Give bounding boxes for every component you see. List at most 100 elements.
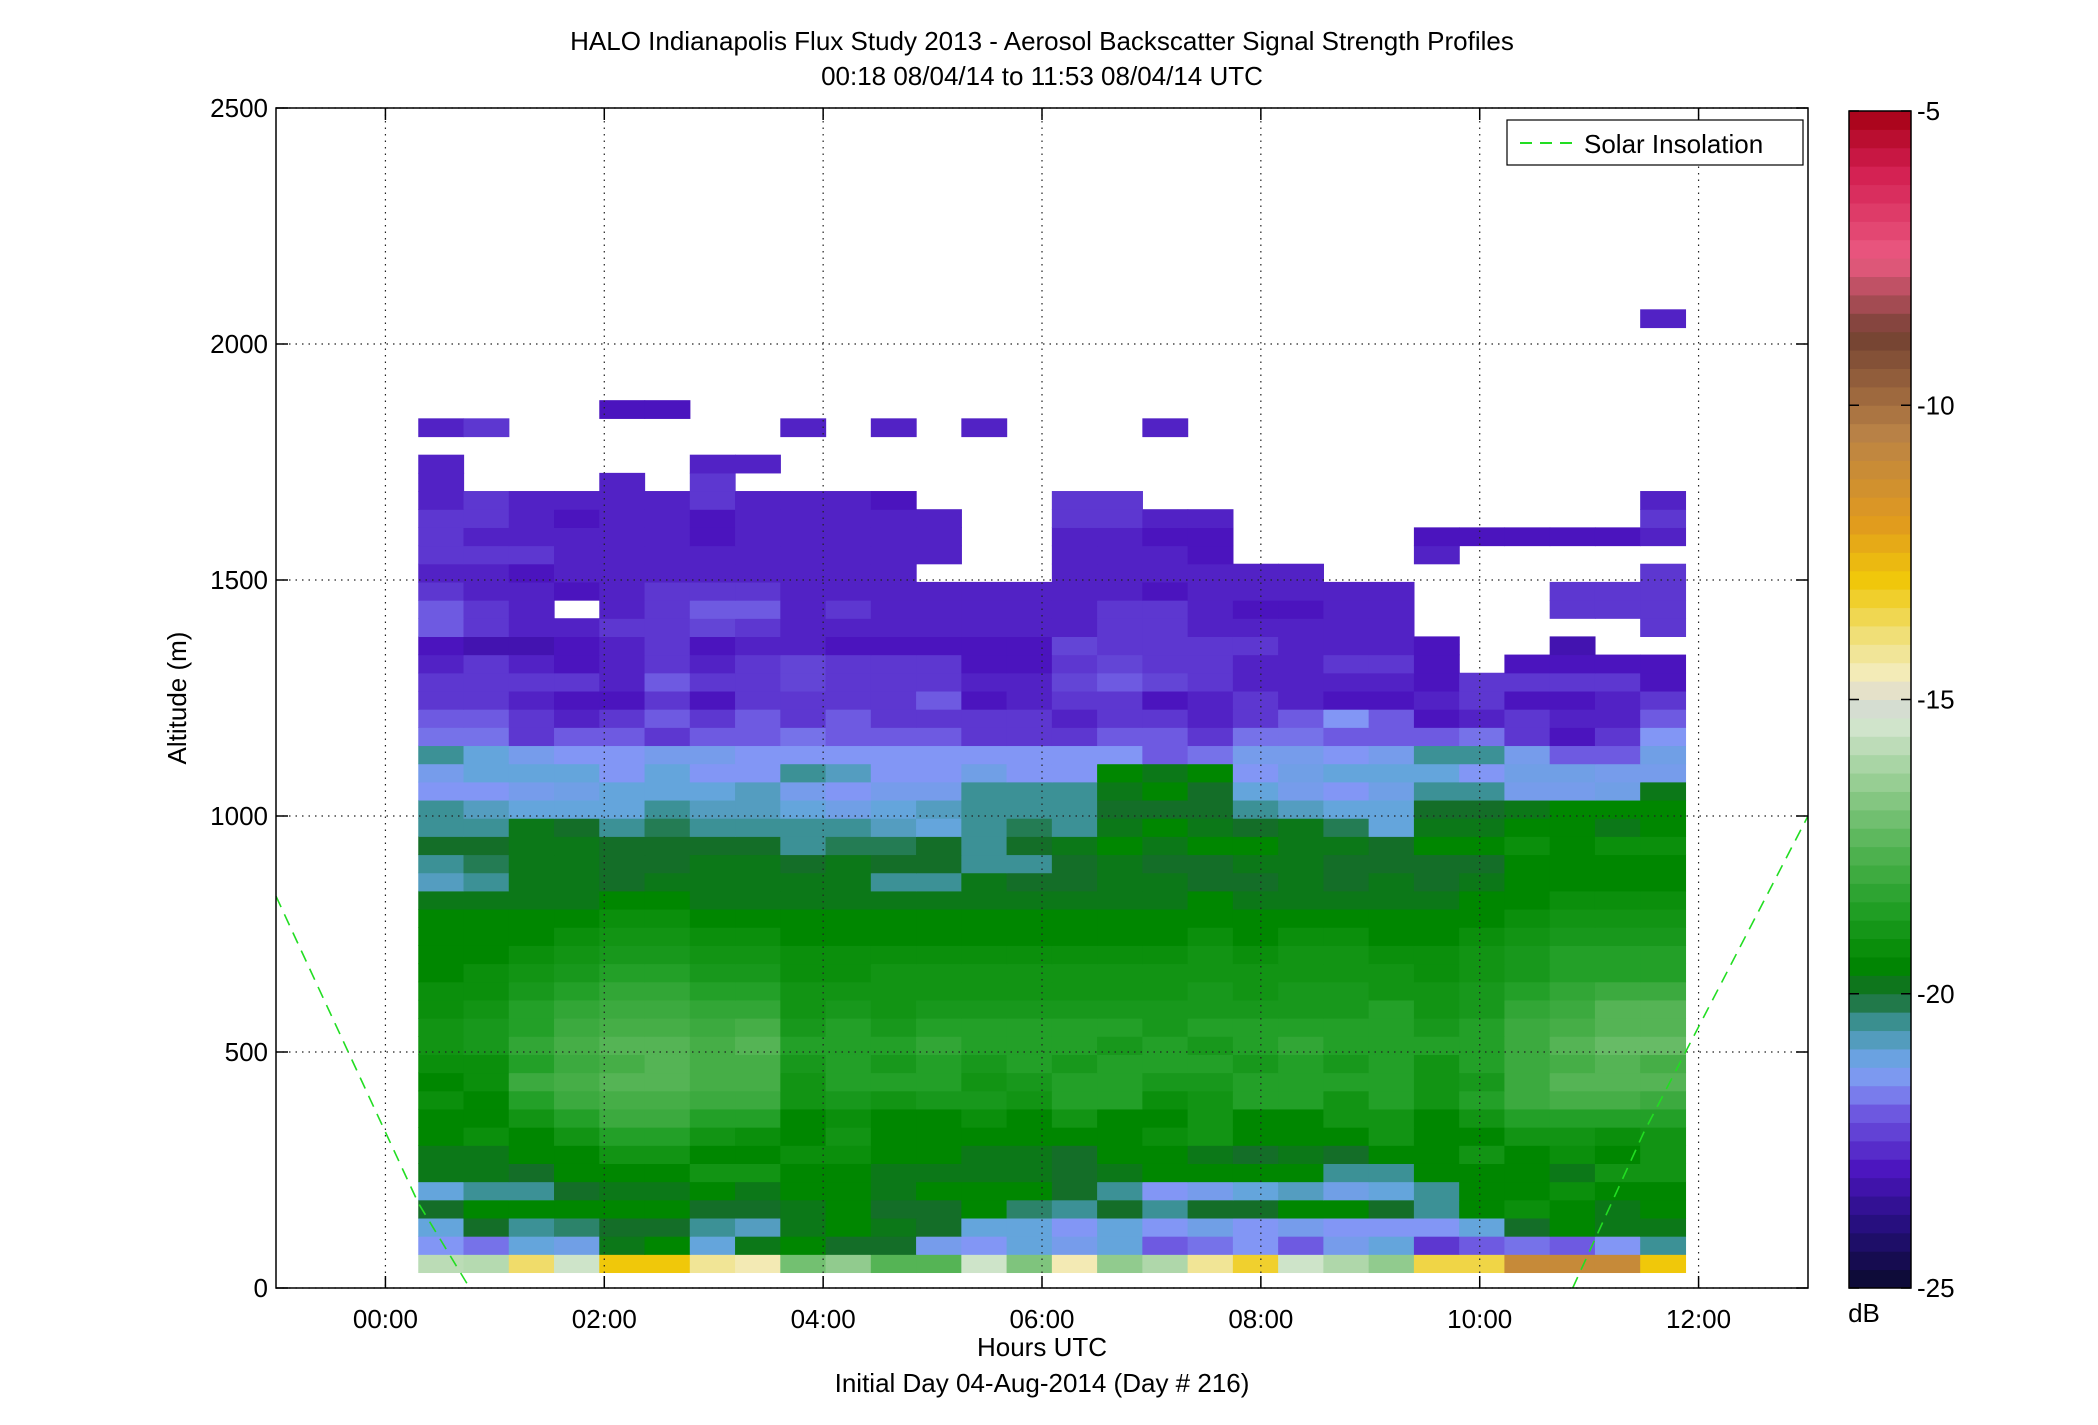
heatmap-cell bbox=[644, 400, 691, 419]
heatmap-cell bbox=[1413, 1236, 1460, 1255]
heatmap-cell bbox=[599, 563, 646, 583]
heatmap-cell bbox=[508, 1090, 555, 1110]
heatmap-cell bbox=[825, 1236, 872, 1255]
heatmap-cell bbox=[1278, 1217, 1324, 1237]
heatmap-cell bbox=[644, 1181, 691, 1201]
heatmap-cell bbox=[599, 1108, 646, 1128]
heatmap-cell bbox=[418, 963, 465, 983]
heatmap-cell bbox=[1232, 727, 1279, 747]
heatmap-cell bbox=[554, 1163, 600, 1183]
heatmap-cell bbox=[644, 1090, 691, 1110]
heatmap-cell bbox=[1459, 727, 1506, 747]
heatmap-cell bbox=[1368, 890, 1415, 910]
heatmap-cell bbox=[1232, 945, 1279, 965]
heatmap-cell bbox=[1459, 999, 1506, 1019]
heatmap-cell bbox=[1549, 1181, 1596, 1201]
heatmap-cell bbox=[825, 1090, 872, 1110]
heatmap-cell bbox=[870, 1217, 917, 1237]
heatmap-cell bbox=[1051, 636, 1098, 656]
heatmap-cells bbox=[418, 309, 1687, 1274]
heatmap-cell bbox=[1142, 1072, 1189, 1092]
heatmap-cell bbox=[1187, 818, 1234, 837]
heatmap-cell bbox=[1006, 600, 1053, 619]
colorbar-segment bbox=[1849, 313, 1911, 333]
heatmap-cell bbox=[1413, 545, 1460, 565]
heatmap-cell bbox=[599, 854, 646, 874]
heatmap-cell bbox=[1504, 963, 1551, 983]
heatmap-cell bbox=[870, 491, 917, 510]
heatmap-cell bbox=[463, 1145, 510, 1164]
heatmap-cell bbox=[689, 709, 736, 728]
heatmap-cell bbox=[418, 545, 465, 565]
heatmap-cell bbox=[961, 1090, 1008, 1110]
heatmap-cell bbox=[599, 872, 646, 892]
heatmap-cell bbox=[418, 854, 465, 874]
heatmap-cell bbox=[1187, 981, 1234, 1001]
heatmap-cell bbox=[735, 454, 781, 474]
heatmap-cell bbox=[1097, 581, 1143, 601]
heatmap-cell bbox=[1413, 836, 1460, 856]
heatmap-cell bbox=[916, 618, 962, 637]
heatmap-cell bbox=[1594, 654, 1641, 674]
heatmap-cell bbox=[1097, 1018, 1143, 1037]
heatmap-cell bbox=[1187, 1145, 1234, 1164]
heatmap-cell bbox=[1051, 763, 1098, 783]
heatmap-cell bbox=[1413, 781, 1460, 801]
heatmap-cell bbox=[1413, 1181, 1460, 1201]
heatmap-cell bbox=[599, 1054, 646, 1074]
heatmap-cell bbox=[1368, 799, 1415, 819]
heatmap-cell bbox=[870, 836, 917, 856]
heatmap-cell bbox=[825, 563, 872, 583]
heatmap-cell bbox=[1051, 581, 1098, 601]
heatmap-cell bbox=[1413, 945, 1460, 965]
heatmap-cell bbox=[1413, 1072, 1460, 1092]
heatmap-cell bbox=[1278, 781, 1324, 801]
heatmap-cell bbox=[916, 763, 962, 783]
heatmap-cell bbox=[870, 799, 917, 819]
heatmap-cell bbox=[599, 999, 646, 1019]
heatmap-cell bbox=[1006, 1217, 1053, 1237]
heatmap-cell bbox=[689, 1254, 736, 1274]
heatmap-cell bbox=[780, 1018, 827, 1037]
heatmap-cell bbox=[735, 999, 781, 1019]
heatmap-cell bbox=[870, 945, 917, 965]
heatmap-cell bbox=[1413, 1054, 1460, 1074]
heatmap-cell bbox=[735, 1254, 781, 1274]
heatmap-cell bbox=[961, 872, 1008, 892]
heatmap-cell bbox=[689, 963, 736, 983]
heatmap-cell bbox=[735, 945, 781, 965]
heatmap-cell bbox=[554, 1036, 600, 1055]
heatmap-cell bbox=[1504, 890, 1551, 910]
heatmap-cell bbox=[735, 563, 781, 583]
heatmap-cell bbox=[508, 545, 555, 565]
heatmap-cell bbox=[1051, 781, 1098, 801]
heatmap-cell bbox=[1549, 527, 1596, 547]
heatmap-cell bbox=[1549, 672, 1596, 692]
heatmap-cell bbox=[961, 1199, 1008, 1219]
heatmap-cell bbox=[1142, 581, 1189, 601]
heatmap-cell bbox=[1323, 1108, 1370, 1128]
heatmap-cell bbox=[508, 600, 555, 619]
heatmap-cell bbox=[1549, 927, 1596, 946]
heatmap-cell bbox=[689, 818, 736, 837]
heatmap-cell bbox=[508, 1236, 555, 1255]
heatmap-cell bbox=[1232, 636, 1279, 656]
heatmap-cell bbox=[1051, 600, 1098, 619]
heatmap-cell bbox=[1368, 1254, 1415, 1274]
heatmap-cell bbox=[1594, 945, 1641, 965]
heatmap-cell bbox=[508, 999, 555, 1019]
heatmap-cell bbox=[644, 1145, 691, 1164]
heatmap-cell bbox=[1278, 890, 1324, 910]
heatmap-cell bbox=[735, 763, 781, 783]
heatmap-cell bbox=[1594, 981, 1641, 1001]
heatmap-cell bbox=[735, 1090, 781, 1110]
heatmap-cell bbox=[1459, 963, 1506, 983]
heatmap-cell bbox=[689, 690, 736, 710]
heatmap-cell bbox=[1278, 636, 1324, 656]
heatmap-cell bbox=[644, 1163, 691, 1183]
heatmap-cell bbox=[1051, 1181, 1098, 1201]
colorbar-segment bbox=[1849, 956, 1911, 976]
heatmap-cell bbox=[1594, 527, 1641, 547]
heatmap-cell bbox=[689, 872, 736, 892]
heatmap-cell bbox=[1323, 981, 1370, 1001]
